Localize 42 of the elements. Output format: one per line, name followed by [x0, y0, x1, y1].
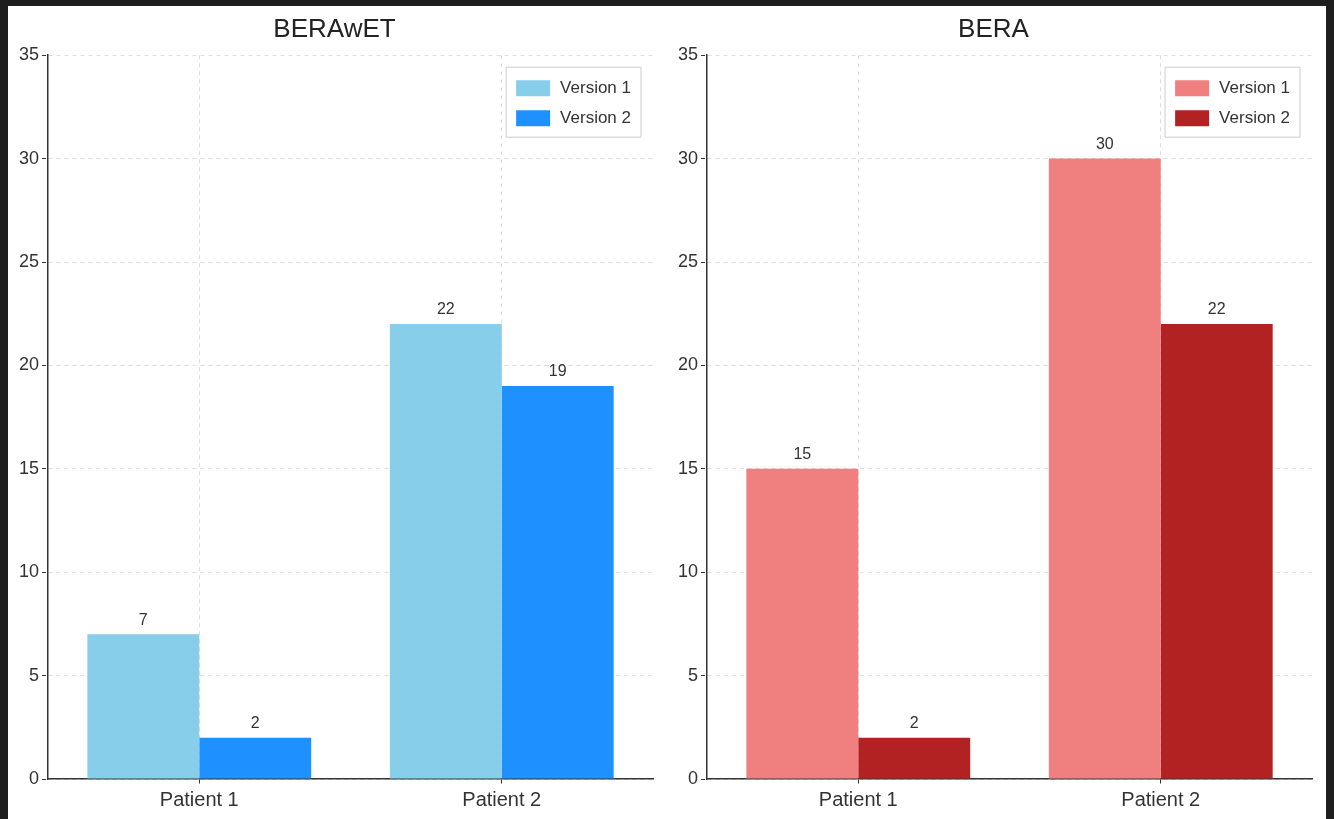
y-tick-label: 30: [18, 147, 40, 168]
y-tick-label: 15: [677, 457, 699, 478]
y-tick-label: 20: [677, 354, 699, 375]
y-tick-label: 0: [688, 767, 699, 788]
legend-label: Version 1: [560, 77, 632, 97]
y-tick-label: 15: [18, 457, 40, 478]
bar: [858, 737, 971, 779]
bar: [1048, 158, 1161, 779]
bar: [746, 468, 859, 779]
data-label: 30: [1095, 135, 1114, 153]
y-tick-label: 25: [677, 250, 699, 271]
data-label: 2: [909, 714, 919, 732]
y-tick-label: 25: [18, 250, 40, 271]
y-tick-label: 35: [677, 44, 699, 65]
y-tick-label: 10: [18, 561, 40, 582]
legend-label: Version 1: [1219, 77, 1291, 97]
y-tick-label: 35: [18, 44, 40, 65]
bar: [1160, 324, 1273, 779]
x-tick-label: Patient 1: [159, 787, 239, 810]
chart-title: BERAwET: [273, 12, 396, 43]
data-label: 2: [250, 714, 260, 732]
data-label: 7: [138, 610, 148, 628]
x-tick-label: Patient 2: [462, 787, 542, 810]
bar: [501, 386, 614, 779]
data-label: 22: [1207, 300, 1226, 318]
x-tick-label: Patient 2: [1121, 787, 1201, 810]
data-label: 22: [436, 300, 455, 318]
data-label: 15: [793, 445, 812, 463]
bar: [199, 737, 312, 779]
data-label: 19: [548, 362, 567, 380]
chart-title: BERA: [958, 12, 1030, 43]
bar: [87, 634, 200, 779]
y-tick-label: 5: [688, 664, 699, 685]
y-tick-label: 10: [677, 561, 699, 582]
bar: [389, 324, 502, 779]
legend-label: Version 2: [560, 107, 632, 127]
y-tick-label: 30: [677, 147, 699, 168]
legend-label: Version 2: [1219, 107, 1291, 127]
x-tick-label: Patient 1: [818, 787, 898, 810]
y-tick-label: 0: [29, 767, 40, 788]
y-tick-label: 5: [29, 664, 40, 685]
y-tick-label: 20: [18, 354, 40, 375]
